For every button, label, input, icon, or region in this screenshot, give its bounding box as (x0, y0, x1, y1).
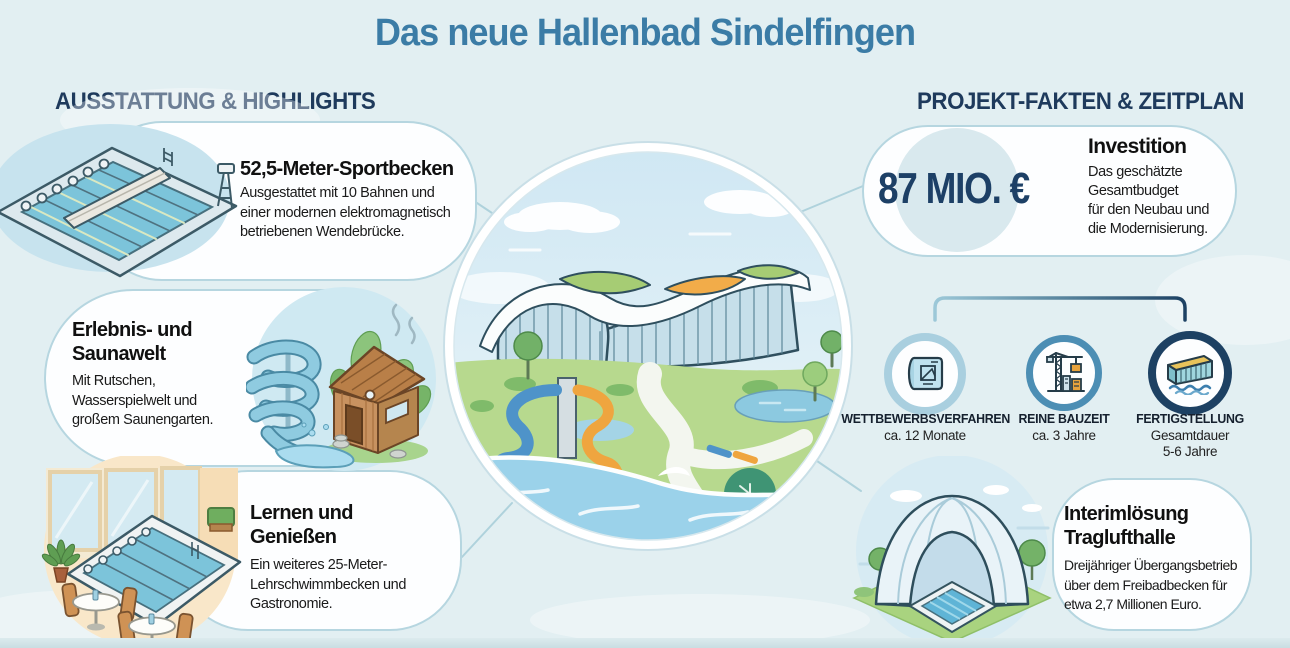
card-interim-body: Dreijähriger Übergangsbetrieb über dem F… (1064, 557, 1238, 612)
learning-pool-illustration (32, 456, 250, 646)
connector-lines (461, 185, 864, 558)
hallenbad-center-illustration (440, 138, 856, 554)
card-sportbecken-title: 52,5-Meter-Sportbecken (240, 158, 454, 180)
timeline-item-bauzeit: REINE BAUZEIT ca. 3 Jahre (991, 411, 1137, 444)
timeline-label: WETTBEWERBSVERFAHREN (841, 411, 1010, 426)
card-lernen-body: Ein weiteres 25-Meter- Lehrschwimmbecken… (250, 557, 407, 612)
card-lernen-title: Lernen und Genießen (250, 502, 353, 548)
amount-highlight-circle (895, 128, 1019, 252)
timeline-circle-bauzeit (1026, 335, 1102, 411)
timeline-duration: ca. 12 Monate (884, 428, 966, 443)
timeline-duration: ca. 3 Jahre (1032, 428, 1096, 443)
timeline-label: FERTIGSTELLUNG (1136, 411, 1244, 426)
air-dome-illustration (836, 456, 1068, 646)
card-saunawelt-title: Erlebnis- und Saunawelt (72, 319, 193, 365)
page-title: Das neue Hallenbad Sindelfingen (374, 12, 916, 54)
timeline-circle-wettbewerb (884, 333, 966, 415)
timeline-item-wettbewerb: WETTBEWERBSVERFAHREN ca. 12 Monate (837, 411, 1013, 444)
card-saunawelt-body: Mit Rutschen, Wasserspielwelt und großem… (72, 373, 214, 428)
timeline-item-fertigstellung: FERTIGSTELLUNG Gesamtdauer 5-6 Jahre (1118, 411, 1262, 460)
blueprint-icon (907, 356, 944, 391)
right-section-header: PROJEKT-FAKTEN & ZEITPLAN (917, 88, 1244, 115)
slide-sauna-illustration (246, 283, 442, 473)
timeline-duration: Gesamtdauer 5-6 Jahre (1150, 428, 1230, 459)
building-icon (1167, 355, 1213, 395)
sport-pool-illustration (0, 110, 248, 280)
card-sportbecken-body: Ausgestattet mit 10 Bahnen und einer mod… (240, 185, 451, 240)
crane-icon (1046, 352, 1085, 392)
bottom-edge-strip (0, 638, 1290, 648)
card-interim (1052, 478, 1252, 631)
timeline-circle-fertigstellung (1148, 331, 1232, 415)
investment-amount: 87 MIO. € (878, 164, 1030, 213)
card-interim-title: Interimlösung Traglufthalle (1064, 503, 1189, 549)
investment-title: Investition (1088, 135, 1187, 158)
timeline-label: REINE BAUZEIT (1018, 411, 1110, 426)
left-section-header: AUSSTATTUNG & HIGHLIGHTS (55, 88, 376, 115)
timeline-bracket (933, 296, 1187, 322)
investment-body: Das geschätzte Gesamtbudget für den Neub… (1088, 164, 1209, 237)
